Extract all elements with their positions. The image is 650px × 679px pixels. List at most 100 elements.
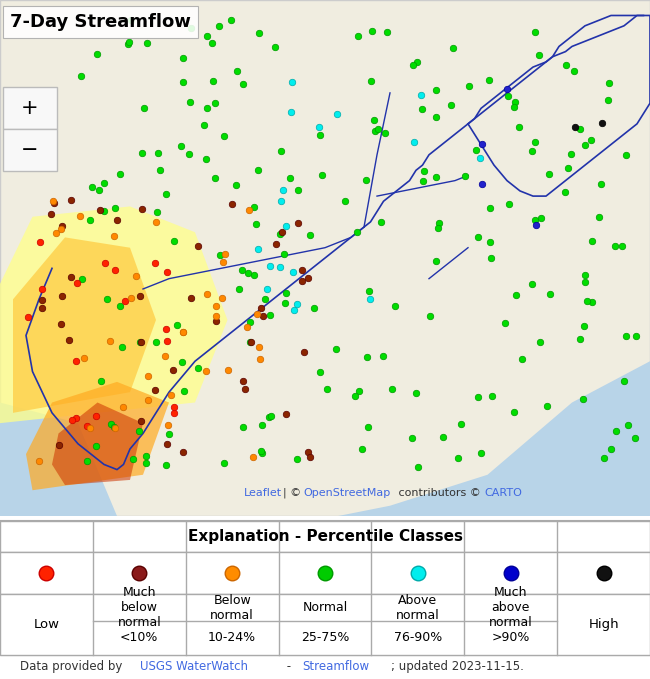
Text: | ©: | © <box>283 488 304 498</box>
Point <box>278 185 289 196</box>
Point <box>314 122 324 132</box>
Point <box>485 203 495 214</box>
Point <box>92 49 103 60</box>
Point <box>292 185 303 196</box>
Point <box>376 217 386 227</box>
Point <box>506 568 516 579</box>
Point <box>237 376 248 387</box>
Point <box>136 416 146 426</box>
Point <box>354 386 365 397</box>
Point <box>363 421 373 432</box>
Bar <box>0 552 650 594</box>
Point <box>475 153 486 164</box>
Point <box>604 77 614 88</box>
Point <box>486 253 496 263</box>
Point <box>617 241 627 252</box>
Point <box>178 327 188 337</box>
Point <box>431 256 441 267</box>
Point <box>264 411 274 422</box>
Point <box>453 452 463 463</box>
Point <box>34 455 44 466</box>
Text: 25-75%: 25-75% <box>301 631 349 644</box>
Point <box>315 129 325 140</box>
Point <box>218 130 229 141</box>
Point <box>276 196 286 206</box>
Point <box>166 390 176 401</box>
Point <box>378 350 388 361</box>
Point <box>246 337 256 348</box>
Point <box>431 84 441 95</box>
Point <box>563 163 573 174</box>
Point <box>250 219 261 230</box>
Point <box>504 198 514 209</box>
Point <box>527 278 538 289</box>
Point <box>136 337 146 348</box>
Point <box>281 288 291 299</box>
Point <box>231 66 242 77</box>
Point <box>621 150 632 161</box>
Point <box>82 456 92 466</box>
Point <box>81 420 92 431</box>
Point <box>526 145 537 156</box>
Polygon shape <box>338 361 650 516</box>
Point <box>255 302 266 313</box>
Point <box>160 351 170 362</box>
Point <box>285 172 295 183</box>
Point <box>142 394 153 405</box>
Point <box>230 180 240 191</box>
Point <box>390 301 400 312</box>
Point <box>161 460 172 471</box>
Point <box>277 227 287 238</box>
Point <box>114 169 125 180</box>
Point <box>281 221 292 232</box>
Point <box>138 103 149 113</box>
Point <box>41 568 51 579</box>
Point <box>118 402 128 413</box>
Point <box>151 206 162 217</box>
Point <box>419 166 429 177</box>
Point <box>260 293 270 304</box>
Point <box>511 289 521 300</box>
Text: +: + <box>21 98 39 118</box>
Point <box>292 299 302 310</box>
Point <box>252 243 263 254</box>
Point <box>79 352 89 363</box>
Point <box>128 453 138 464</box>
Text: <10%: <10% <box>120 631 159 644</box>
Point <box>201 365 211 376</box>
Polygon shape <box>26 382 169 490</box>
Point <box>476 447 487 458</box>
Point <box>471 145 481 155</box>
Point <box>94 185 104 196</box>
Point <box>220 249 230 259</box>
Polygon shape <box>0 206 227 423</box>
Point <box>599 568 609 579</box>
Point <box>575 123 585 134</box>
Text: Below
normal: Below normal <box>210 593 254 622</box>
Point <box>74 210 85 221</box>
Point <box>57 290 68 301</box>
Point <box>201 154 211 165</box>
Point <box>367 25 377 36</box>
Point <box>276 145 286 156</box>
Point <box>134 568 144 579</box>
Point <box>606 443 616 454</box>
Point <box>112 215 122 225</box>
Point <box>514 122 524 132</box>
Point <box>135 291 146 301</box>
Point <box>309 303 319 314</box>
Point <box>340 196 350 206</box>
Point <box>37 302 47 313</box>
Point <box>254 342 265 352</box>
Point <box>298 347 309 358</box>
Point <box>621 331 632 342</box>
Point <box>447 43 458 54</box>
Point <box>425 311 436 322</box>
Point <box>49 198 60 208</box>
Point <box>177 356 187 367</box>
Point <box>95 204 105 215</box>
Point <box>411 56 422 67</box>
Point <box>223 365 233 375</box>
Polygon shape <box>13 238 156 413</box>
FancyBboxPatch shape <box>3 129 57 171</box>
